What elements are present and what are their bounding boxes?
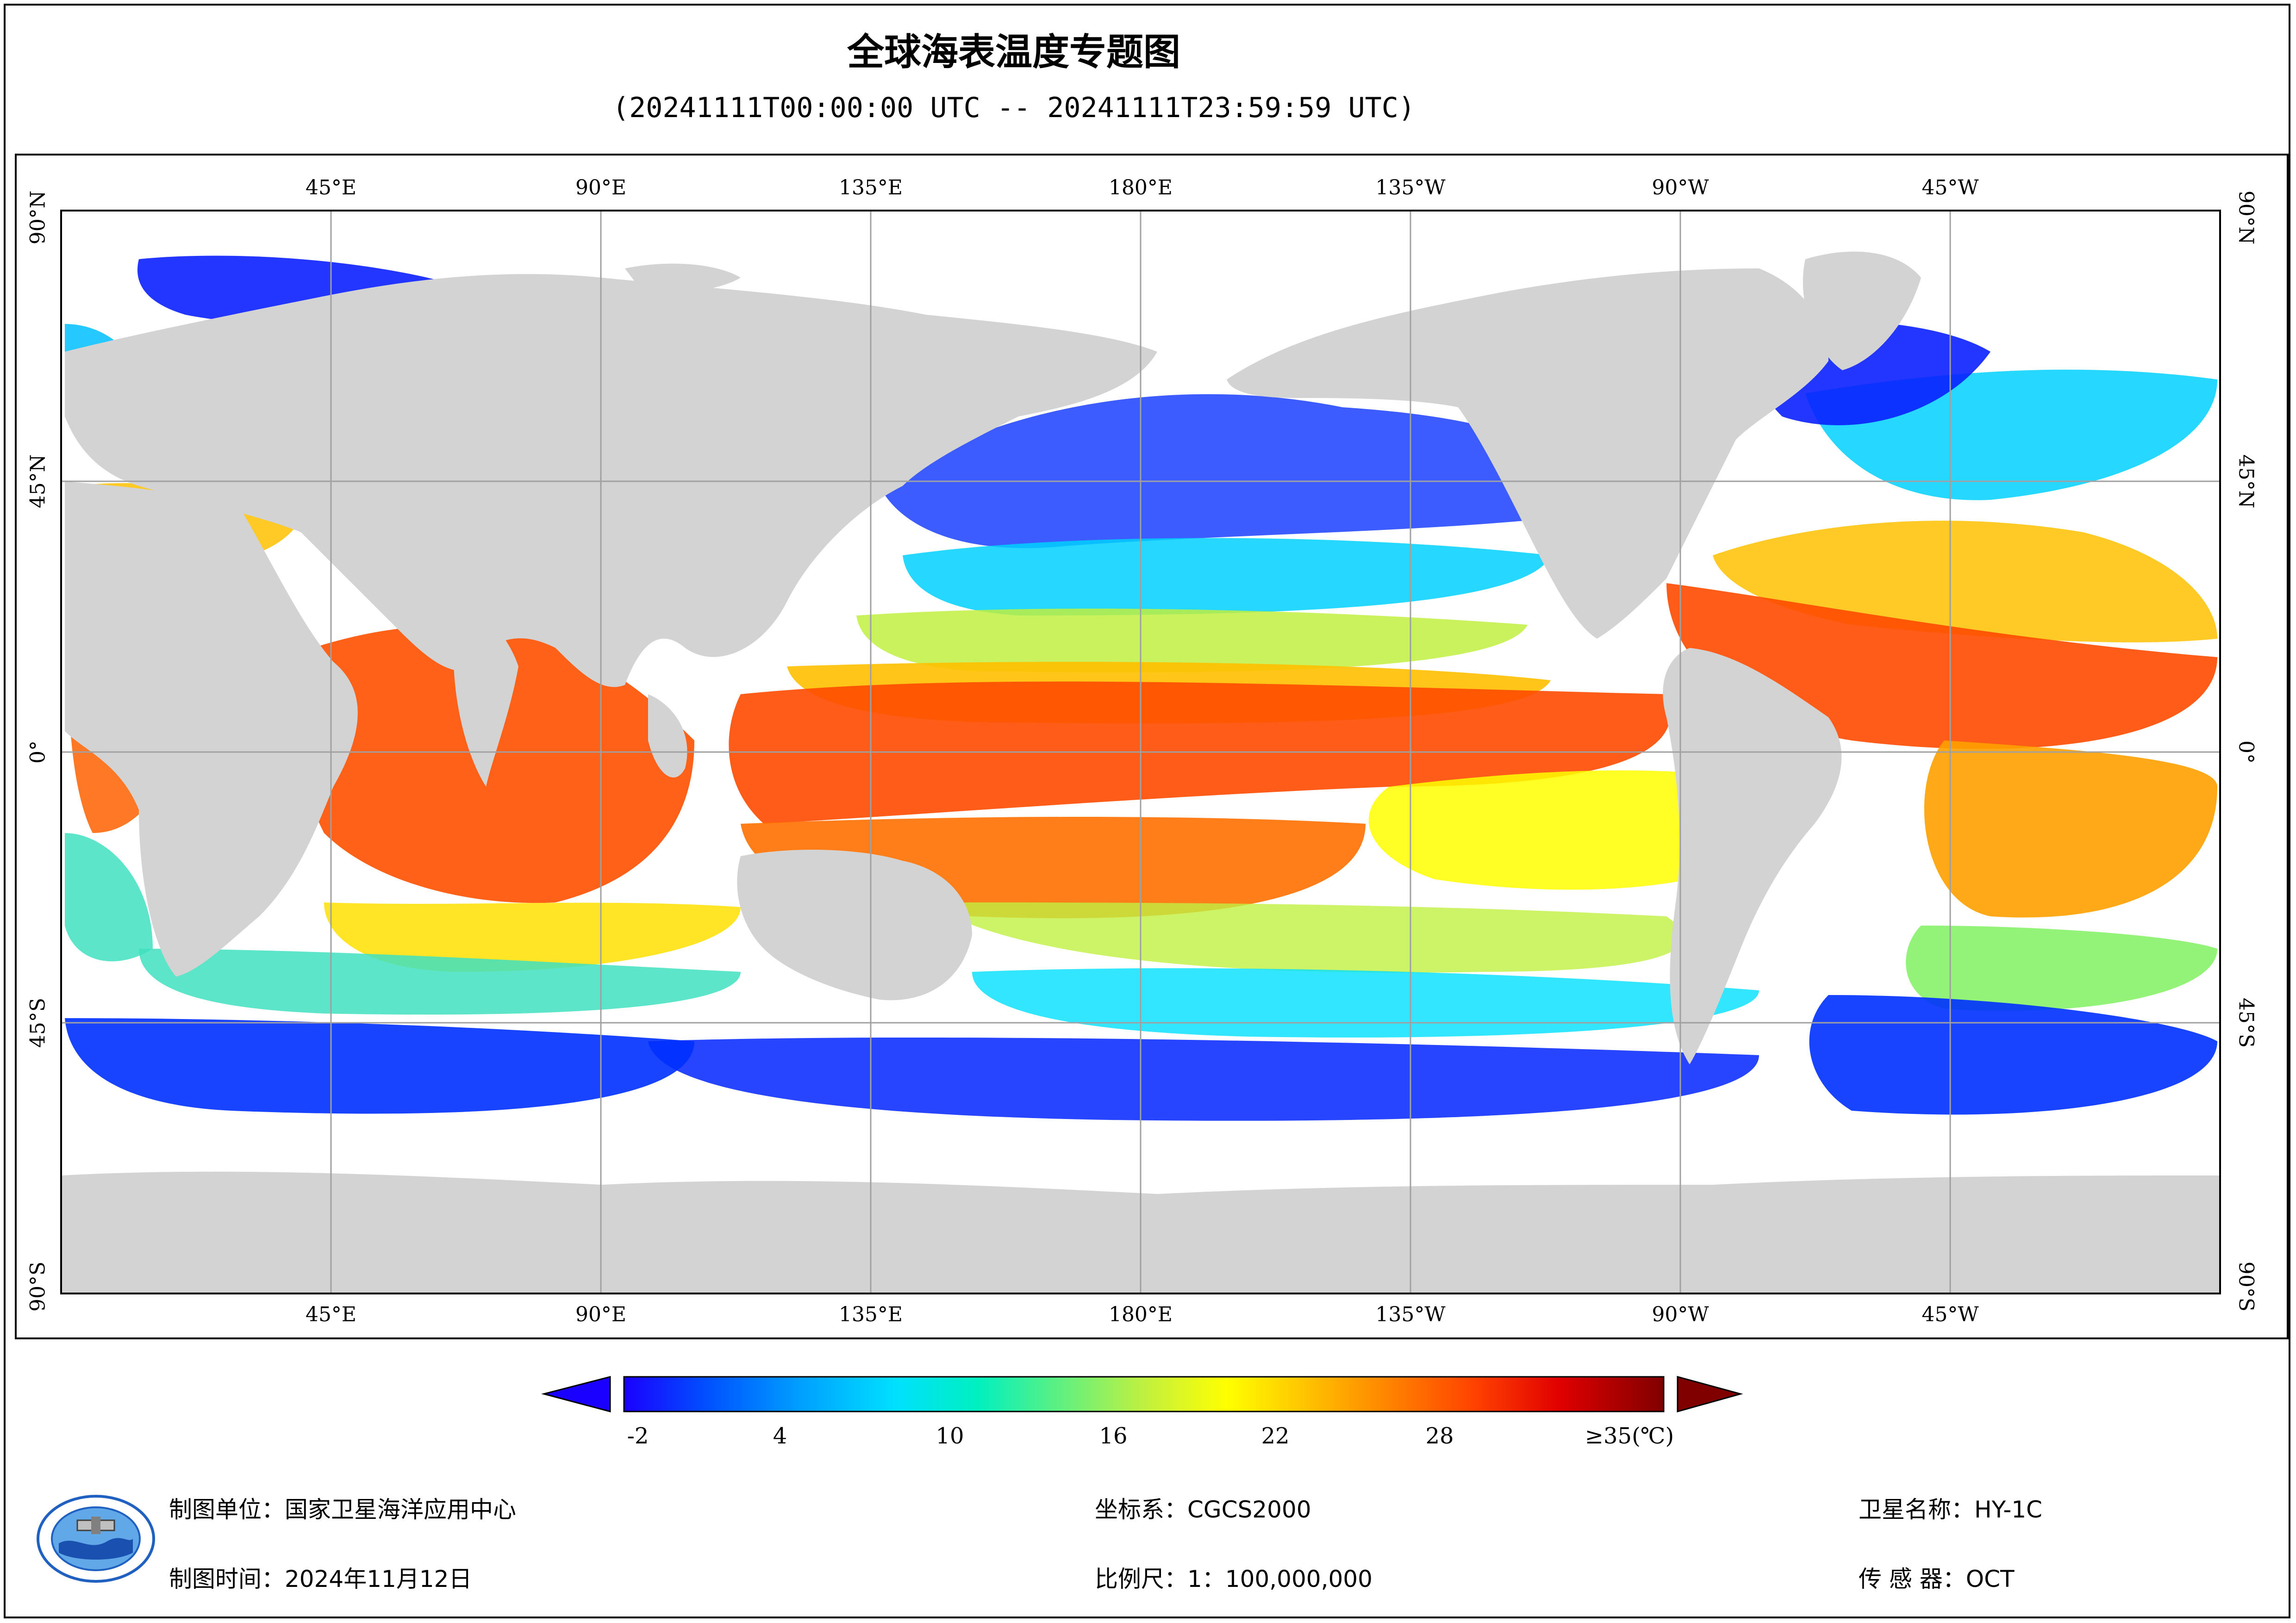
lon-label-bottom: 45°W (1922, 1303, 1979, 1326)
lon-label-bottom: 90°W (1652, 1303, 1709, 1326)
lon-label-bottom: 90°E (575, 1303, 627, 1326)
lat-label-left: 0° (26, 740, 50, 764)
lon-label-top: 45°W (1922, 176, 1979, 199)
colorbar-gradient (623, 1376, 1665, 1412)
sst-data-layer (65, 255, 2217, 1121)
colorbar-tick-label: 4 (773, 1423, 787, 1449)
lon-label-bottom: 180°E (1108, 1303, 1173, 1326)
lat-label-right: 90°S (2234, 1261, 2258, 1312)
colorbar-tick-label: 22 (1261, 1423, 1290, 1449)
map-frame (15, 154, 2289, 1339)
lon-label-bottom: 135°E (838, 1303, 903, 1326)
colorbar-min-arrow (541, 1376, 611, 1412)
lat-label-left: 45°N (26, 454, 50, 509)
lon-label-bottom: 135°W (1375, 1303, 1446, 1326)
lat-label-right: 90°N (2234, 190, 2258, 245)
coordinate-system: 坐标系：CGCS2000 (1095, 1496, 1311, 1523)
lon-label-bottom: 45°E (305, 1303, 357, 1326)
map-border (60, 210, 2221, 1294)
lat-label-right: 0° (2234, 740, 2258, 764)
mapping-time: 制图时间：2024年11月12日 (169, 1566, 472, 1592)
lat-label-left: 45°S (26, 997, 50, 1048)
lat-label-right: 45°N (2234, 454, 2258, 509)
colorbar-tick-label: 10 (936, 1423, 964, 1449)
map-scale: 比例尺：1：100,000,000 (1095, 1566, 1373, 1592)
lon-label-top: 135°E (838, 176, 903, 199)
map-title: 全球海表温度专题图 (847, 31, 1180, 74)
organization-logo-icon (37, 1495, 155, 1583)
sensor-name: 传 感 器：OCT (1859, 1566, 2015, 1592)
lat-label-left: 90°N (26, 190, 50, 245)
outer-frame (4, 4, 2290, 1618)
colorbar-tick-label: ≥35(℃) (1585, 1423, 1674, 1449)
time-range: (20241111T00:00:00 UTC -- 20241111T23:59… (612, 92, 1415, 124)
satellite-name: 卫星名称：HY-1C (1859, 1496, 2042, 1523)
lat-label-left: 90°S (26, 1261, 50, 1312)
colorbar-tick-label: -2 (627, 1423, 649, 1449)
colorbar-max-arrow (1677, 1376, 1743, 1412)
lon-label-top: 90°E (575, 176, 627, 199)
colorbar-tick-label: 16 (1099, 1423, 1128, 1449)
lat-label-right: 45°S (2234, 997, 2258, 1048)
graticule (61, 211, 2220, 1293)
lon-label-top: 135°W (1375, 176, 1446, 199)
lon-label-top: 90°W (1652, 176, 1709, 199)
lon-label-top: 180°E (1108, 176, 1173, 199)
mapping-unit: 制图单位：国家卫星海洋应用中心 (169, 1496, 516, 1523)
lon-label-top: 45°E (305, 176, 357, 199)
colorbar (541, 1376, 1743, 1412)
colorbar-tick-label: 28 (1425, 1423, 1454, 1449)
